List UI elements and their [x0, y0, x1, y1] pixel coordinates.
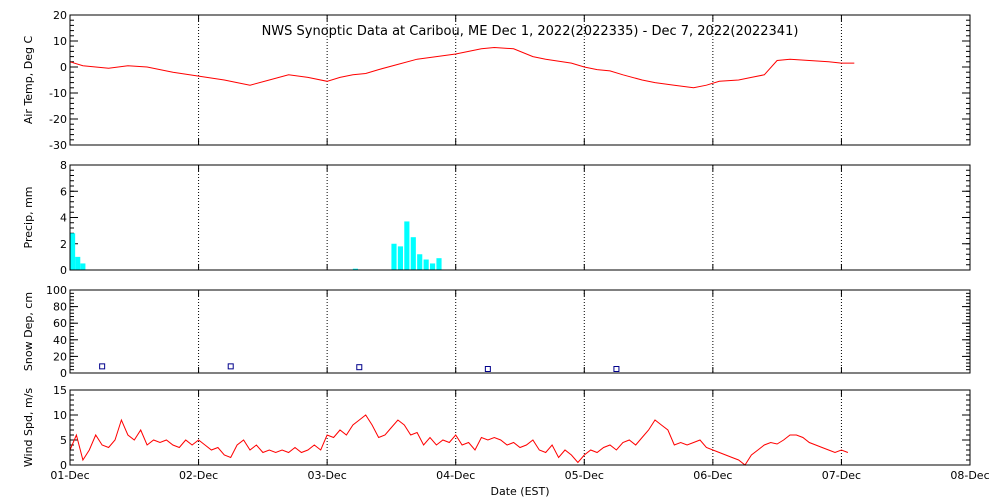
precip-bar	[436, 258, 442, 270]
x-tick-label: 07-Dec	[822, 469, 861, 482]
temp-y-tick-label: 10	[53, 35, 67, 48]
x-axis-label: Date (EST)	[490, 485, 549, 498]
precip-bar	[75, 256, 81, 270]
precip-y-tick-label: 6	[60, 185, 67, 198]
precip-y-tick-label: 4	[60, 212, 67, 225]
snow-y-tick-label: 40	[53, 334, 67, 347]
snow-y-tick-label: 20	[53, 350, 67, 363]
x-tick-label: 04-Dec	[436, 469, 475, 482]
x-tick-label: 01-Dec	[50, 469, 89, 482]
snow-point	[99, 363, 106, 370]
precip-bar	[352, 268, 358, 270]
snow-y-tick-label: 80	[53, 301, 67, 314]
wind-series-line	[69, 414, 849, 466]
snow-panel: 0 20 40 60 80 100 Snow Dep, cm	[22, 284, 971, 380]
temp-y-tick-label: 0	[60, 61, 67, 74]
snow-y-tick-label: 100	[46, 284, 67, 297]
wind-y-axis-label: Wind Spd, m/s	[22, 388, 35, 468]
temp-frame	[69, 14, 971, 146]
wind-y-tick-label: 5	[60, 434, 67, 447]
x-tick-label: 05-Dec	[565, 469, 604, 482]
precip-bar	[417, 254, 423, 270]
precip-y-tick-label: 2	[60, 238, 67, 251]
snow-y-tick-label: 60	[53, 317, 67, 330]
temp-y-axis-label: Air Temp, Deg C	[22, 36, 35, 125]
precip-bar	[430, 263, 436, 270]
snow-point	[356, 364, 363, 371]
precip-bar	[80, 263, 86, 270]
snow-point	[484, 366, 491, 372]
precip-bar	[410, 237, 416, 270]
temp-y-tick-label: -20	[49, 113, 67, 126]
temp-y-tick-label: 20	[53, 9, 67, 22]
temp-panel: -30 -20 -10 0 10 20 Air Temp, Deg C	[22, 9, 971, 152]
precip-bar	[70, 233, 76, 270]
precip-y-tick-label: 0	[60, 264, 67, 277]
snow-y-tick-label: 0	[60, 367, 67, 380]
precip-bar	[423, 259, 429, 270]
precip-bar	[404, 221, 410, 270]
precip-frame	[69, 164, 971, 271]
x-tick-label: 06-Dec	[693, 469, 732, 482]
wind-panel: 0 5 10 15 Wind Spd, m/s	[22, 384, 971, 472]
x-tick-label: 03-Dec	[308, 469, 347, 482]
precip-bar	[391, 243, 397, 270]
temp-series-line	[69, 46, 855, 89]
precip-bar	[397, 246, 403, 270]
snow-y-axis-label: Snow Dep, cm	[22, 292, 35, 371]
temp-y-tick-label: -30	[49, 139, 67, 152]
chart-title: NWS Synoptic Data at Caribou, ME Dec 1, …	[262, 24, 799, 39]
snow-point	[227, 363, 234, 370]
x-tick-label: 08-Dec	[950, 469, 989, 482]
wind-y-tick-label: 10	[53, 409, 67, 422]
precip-y-tick-label: 8	[60, 159, 67, 172]
wind-y-tick-label: 15	[53, 384, 67, 397]
precip-y-axis-label: Precip, mm	[22, 187, 35, 249]
snow-point	[613, 366, 620, 372]
snow-frame	[69, 289, 971, 374]
x-tick-label: 02-Dec	[179, 469, 218, 482]
precip-panel: 0 2 4 6 8 Precip, mm	[22, 159, 971, 277]
wind-frame	[69, 389, 971, 466]
panels-layer: -30 -20 -10 0 10 20 Air Temp, Deg C 0 2 4 6 8 Precip…	[22, 9, 990, 482]
wind-y-tick-label: 0	[60, 459, 67, 472]
temp-y-tick-label: -10	[49, 87, 67, 100]
